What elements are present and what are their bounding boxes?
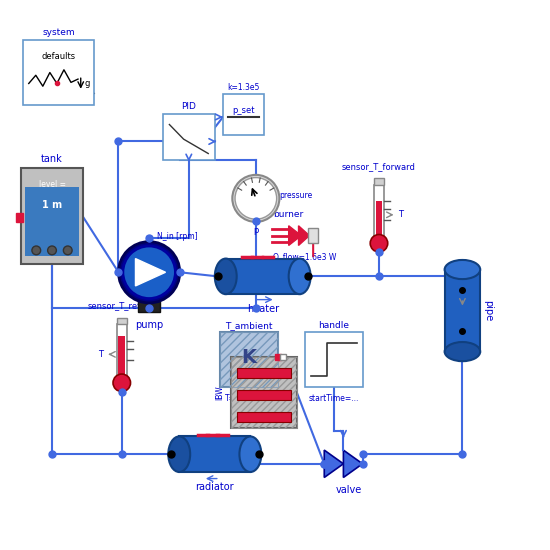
Bar (374, 178, 384, 185)
Bar (163, 113, 215, 160)
Bar (25, 187, 79, 256)
Bar (16, 213, 23, 222)
Circle shape (118, 241, 180, 303)
Text: handle: handle (318, 321, 349, 329)
Bar (308, 228, 318, 243)
Text: radiator: radiator (195, 482, 234, 492)
Text: system: system (42, 28, 75, 37)
Bar (374, 185, 384, 239)
Text: IBW: IBW (216, 386, 224, 400)
Bar (117, 318, 126, 324)
Bar (23, 40, 95, 106)
Text: T: T (97, 350, 103, 359)
Text: N_in [rpm]: N_in [rpm] (157, 232, 198, 241)
Bar (236, 368, 292, 378)
Circle shape (235, 178, 277, 219)
Text: p: p (253, 226, 258, 235)
Polygon shape (299, 226, 310, 245)
Bar (376, 201, 382, 238)
Bar (118, 336, 125, 377)
Bar (236, 390, 292, 400)
Bar (236, 412, 292, 422)
Circle shape (48, 246, 57, 255)
Bar (20, 168, 84, 264)
Bar (305, 332, 362, 387)
Text: g: g (85, 79, 90, 88)
Text: T_ambient: T_ambient (226, 321, 273, 329)
Ellipse shape (289, 258, 311, 294)
Circle shape (113, 374, 130, 392)
Bar (221, 332, 278, 387)
Text: pump: pump (135, 321, 163, 331)
Text: T: T (398, 210, 403, 219)
Text: level =: level = (39, 180, 65, 189)
Ellipse shape (215, 258, 236, 294)
Bar (231, 357, 297, 428)
Text: T=system....: T=system.... (225, 394, 273, 403)
Polygon shape (343, 450, 362, 477)
Circle shape (123, 246, 175, 299)
Text: valve: valve (336, 485, 362, 494)
Bar (444, 270, 480, 351)
Ellipse shape (239, 437, 261, 472)
Text: K: K (241, 348, 256, 367)
Text: tank: tank (41, 154, 63, 164)
Bar (179, 437, 250, 472)
Text: defaults: defaults (42, 52, 76, 60)
Text: startTime=...: startTime=... (309, 394, 359, 403)
Bar (226, 258, 300, 294)
Bar (223, 95, 264, 135)
Text: 1 m: 1 m (42, 200, 62, 210)
Text: heater: heater (246, 304, 279, 314)
Text: Q_flow=1.6e3 W: Q_flow=1.6e3 W (273, 252, 337, 261)
Text: PID: PID (182, 102, 196, 111)
Text: sensor_T_forward: sensor_T_forward (342, 162, 416, 171)
Circle shape (232, 175, 279, 222)
Bar (231, 357, 297, 428)
Circle shape (370, 234, 388, 252)
Ellipse shape (168, 437, 190, 472)
Ellipse shape (444, 342, 480, 361)
Text: p_set: p_set (232, 107, 255, 116)
Bar (117, 324, 126, 379)
Bar (138, 299, 160, 312)
Polygon shape (135, 258, 166, 286)
Text: pressure: pressure (279, 191, 312, 200)
Ellipse shape (444, 260, 480, 279)
Polygon shape (289, 226, 301, 245)
Bar (221, 332, 278, 387)
Text: k=1.3e5: k=1.3e5 (227, 82, 260, 92)
Text: sensor_T_return: sensor_T_return (88, 301, 156, 311)
Circle shape (63, 246, 72, 255)
Text: pipe: pipe (483, 300, 493, 321)
Text: burner: burner (273, 210, 304, 219)
Circle shape (32, 246, 41, 255)
Polygon shape (324, 450, 343, 477)
